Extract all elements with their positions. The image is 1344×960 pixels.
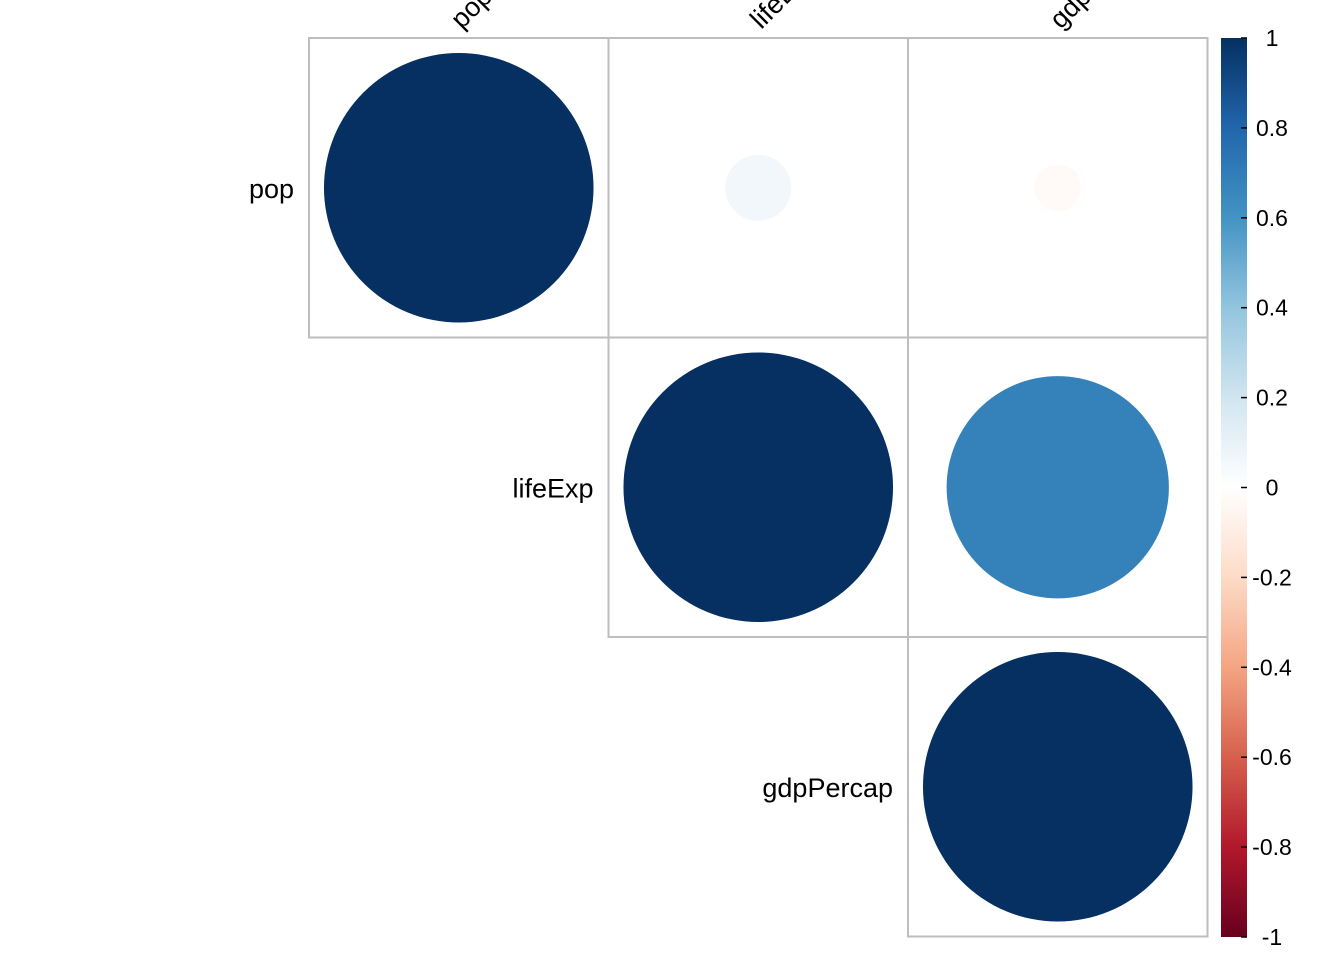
grid-cells: [308, 37, 1209, 938]
row-label-gdpPercap: gdpPercap: [762, 773, 893, 803]
colorbar-tick-label: 0.4: [1256, 295, 1288, 321]
column-label-pop: pop: [445, 0, 498, 34]
row-label-pop: pop: [249, 174, 294, 204]
corr-circle-gdpPercap-gdpPercap: [922, 651, 1193, 922]
column-label-gdpPercap: gdpPercap: [1044, 0, 1158, 34]
column-labels: pop lifeExp gdpPercap: [445, 0, 1158, 34]
colorbar-tick-label: -0.8: [1252, 834, 1292, 860]
colorbar-tick-label: -0.6: [1252, 744, 1292, 770]
colorbar-tick-label: -0.4: [1252, 654, 1292, 680]
correlation-circles: [323, 52, 1193, 922]
corr-circle-pop-lifeExp: [725, 154, 792, 221]
colorbar-tick-label: 1: [1266, 25, 1279, 51]
colorbar-tick-label: -0.2: [1252, 564, 1292, 590]
colorbar-tick-label: 0.2: [1256, 385, 1288, 411]
corr-circle-pop-pop: [323, 52, 594, 323]
corr-circle-lifeExp-lifeExp: [623, 352, 894, 623]
corr-circle-pop-gdpPercap: [1034, 164, 1082, 212]
row-label-lifeExp: lifeExp: [512, 473, 593, 503]
corr-circle-lifeExp-gdpPercap: [946, 376, 1169, 599]
column-label-lifeExp: lifeExp: [744, 0, 823, 34]
colorbar-tick-label: 0.8: [1256, 115, 1288, 141]
grid-cell-gdpPercap-gdpPercap: [907, 636, 1209, 938]
colorbar: 1 0.8 0.6 0.4 0.2 0 -0.2 -0.4 -0.6 -0.8 -1: [1221, 25, 1292, 950]
colorbar-tick-label: 0: [1266, 475, 1279, 501]
colorbar-tick-label: 0.6: [1256, 205, 1288, 231]
colorbar-tick-label: -1: [1262, 924, 1282, 950]
row-labels: pop lifeExp gdpPercap: [249, 174, 893, 803]
